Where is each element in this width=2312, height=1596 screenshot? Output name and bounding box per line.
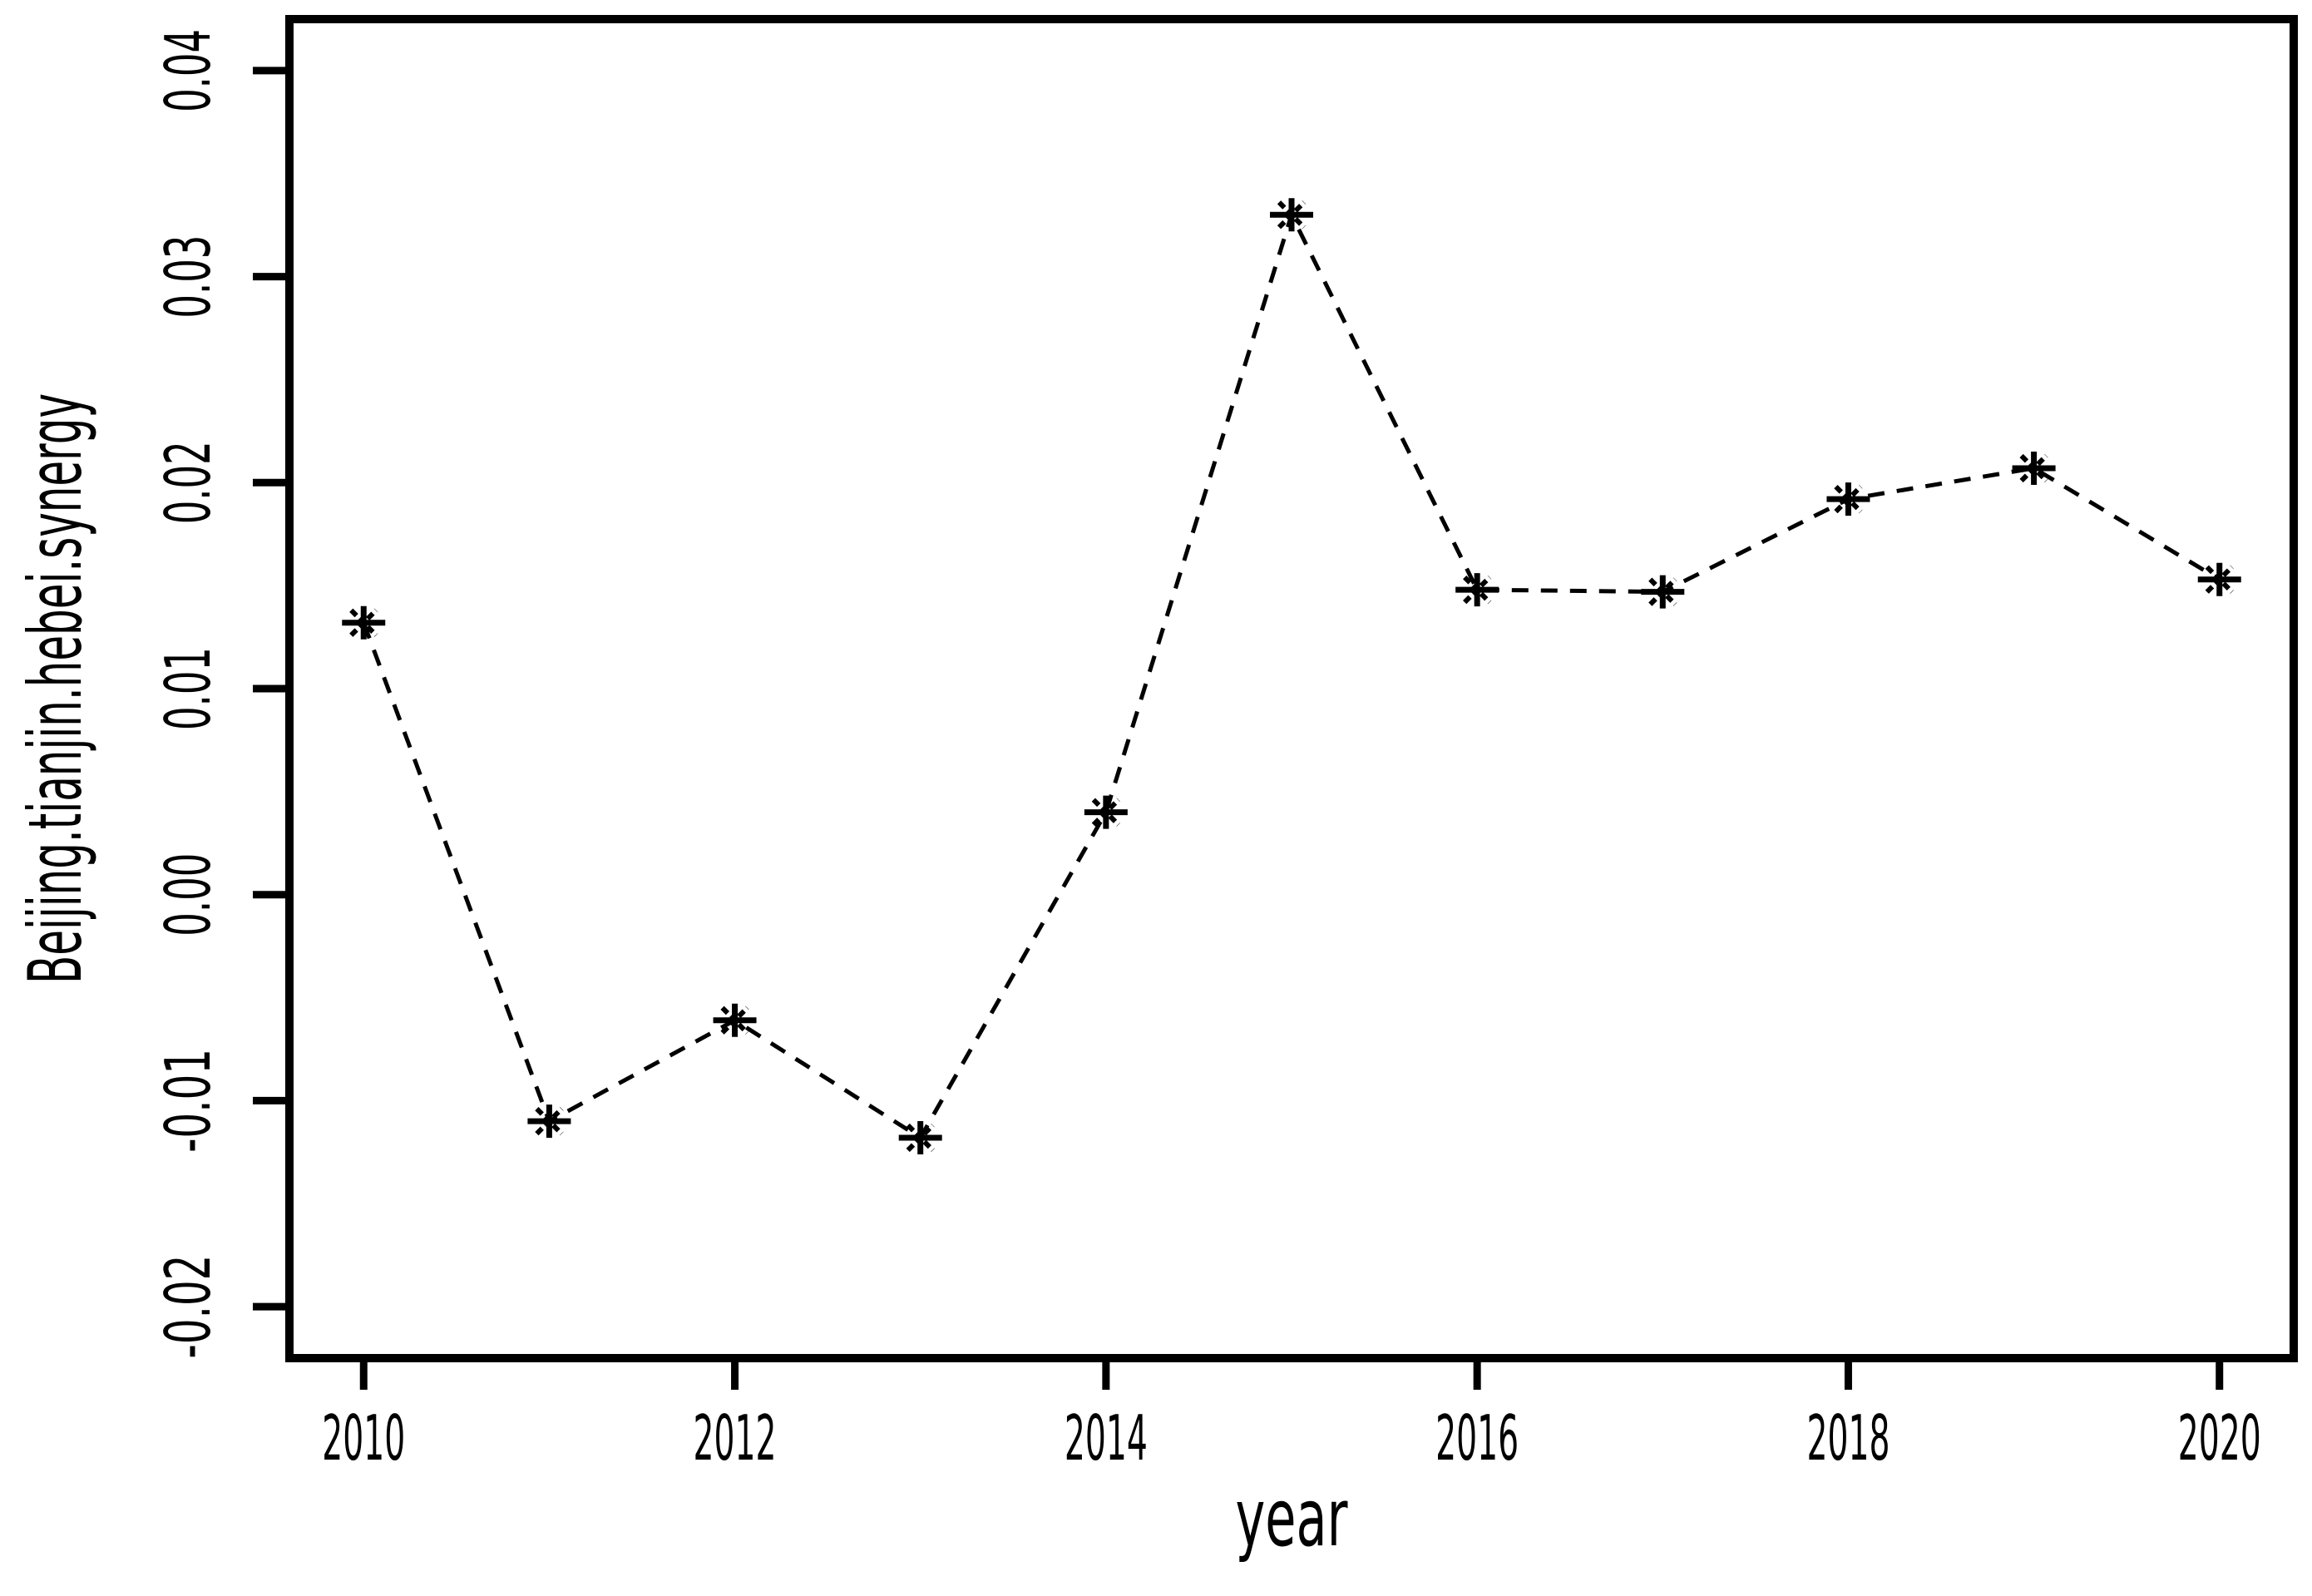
x-axis-ticks: 2010 2012 2014 2016 2018 2020 bbox=[322, 1358, 2261, 1475]
y-axis-ticks: -0.02 -0.01 0.00 0.01 0.02 0.03 0.04 bbox=[151, 29, 289, 1359]
marker-ray-d2 bbox=[1648, 577, 1677, 606]
star-marker bbox=[1084, 795, 1128, 829]
marker-ray-d2 bbox=[1091, 798, 1120, 827]
y-tick-label: 0.00 bbox=[151, 853, 225, 936]
marker-ray-d2 bbox=[2205, 565, 2234, 594]
y-tick-label: 0.01 bbox=[151, 647, 225, 730]
x-tick-label: 2014 bbox=[1065, 1401, 1148, 1475]
star-marker bbox=[2012, 451, 2056, 485]
x-tick-label: 2016 bbox=[1435, 1401, 1519, 1475]
star-marker bbox=[342, 605, 386, 640]
star-marker bbox=[527, 1104, 571, 1139]
series-polyline bbox=[361, 209, 2221, 1141]
star-marker bbox=[1270, 198, 1313, 232]
star-marker bbox=[2197, 562, 2241, 596]
series-line bbox=[361, 209, 2221, 1141]
marker-ray-d2 bbox=[2019, 453, 2048, 483]
star-marker bbox=[713, 1003, 757, 1037]
star-marker bbox=[1641, 575, 1685, 609]
marker-ray-d2 bbox=[1834, 485, 1863, 514]
x-tick-label: 2012 bbox=[694, 1401, 777, 1475]
star-marker bbox=[898, 1120, 942, 1154]
marker-ray-d2 bbox=[349, 608, 378, 637]
marker-ray-d2 bbox=[1463, 575, 1492, 605]
marker-ray-d2 bbox=[906, 1123, 935, 1153]
star-marker bbox=[1455, 573, 1499, 607]
y-tick-label: -0.02 bbox=[151, 1255, 225, 1359]
y-tick-label: 0.04 bbox=[151, 29, 225, 112]
y-axis-title: Beijing.tianjin.hebei.synergy bbox=[12, 393, 98, 984]
x-tick-label: 2018 bbox=[1806, 1401, 1890, 1475]
data-point-markers bbox=[342, 198, 2241, 1154]
y-tick-label: 0.02 bbox=[151, 441, 225, 524]
marker-ray-d2 bbox=[1277, 200, 1307, 230]
x-axis-title: year bbox=[1236, 1473, 1349, 1564]
marker-ray-d2 bbox=[535, 1107, 564, 1136]
y-tick-label: 0.03 bbox=[151, 235, 225, 319]
marker-ray-d2 bbox=[720, 1006, 749, 1035]
star-marker bbox=[1826, 482, 1870, 516]
x-tick-label: 2020 bbox=[2178, 1401, 2261, 1475]
x-tick-label: 2010 bbox=[322, 1401, 405, 1475]
y-tick-label: -0.01 bbox=[151, 1049, 225, 1153]
